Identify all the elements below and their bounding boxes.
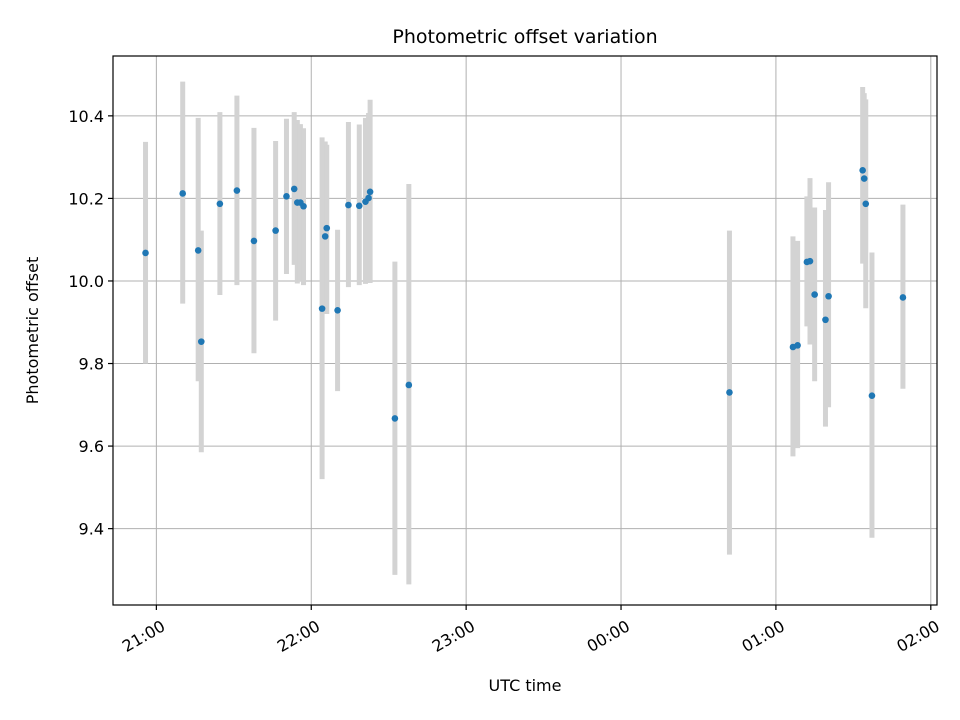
y-tick-label: 10.4 — [68, 107, 104, 126]
y-axis: 9.4 9.6 9.8 10.0 10.2 10.4 — [68, 107, 113, 539]
data-point — [197, 338, 205, 345]
data-point — [868, 392, 876, 400]
data-point — [806, 257, 814, 265]
data-point — [250, 237, 258, 245]
data-point — [272, 227, 279, 234]
data-point — [355, 202, 363, 210]
data-point — [323, 224, 331, 232]
y-tick-label: 9.4 — [79, 520, 104, 539]
data-point — [860, 175, 868, 182]
x-axis-label: UTC time — [489, 676, 562, 695]
y-axis-label: Photometric offset — [23, 257, 42, 405]
data-point — [283, 193, 290, 200]
data-point — [365, 194, 372, 202]
data-point — [811, 291, 818, 298]
data-point — [290, 185, 298, 193]
data-point — [318, 305, 326, 312]
data-point — [899, 294, 907, 301]
data-point — [822, 316, 829, 324]
data-point — [142, 249, 149, 257]
data-point — [794, 342, 801, 349]
data-point — [391, 415, 399, 422]
data-point — [366, 188, 374, 196]
data-points — [142, 167, 907, 422]
data-point — [405, 381, 413, 389]
data-point — [300, 202, 307, 210]
data-point — [334, 306, 341, 314]
plot-frame — [112, 55, 938, 606]
data-point — [825, 292, 832, 300]
data-point — [321, 233, 329, 240]
data-point — [862, 200, 870, 208]
data-point — [859, 167, 866, 174]
data-point — [194, 247, 202, 254]
y-tick-label: 9.6 — [79, 437, 104, 456]
data-point — [726, 389, 733, 396]
data-point — [216, 200, 224, 208]
chart-title: Photometric offset variation — [392, 26, 657, 48]
data-point — [345, 201, 352, 209]
y-tick-label: 9.8 — [79, 355, 104, 374]
y-tick-label: 10.0 — [68, 272, 104, 291]
y-tick-label: 10.2 — [68, 189, 104, 208]
data-point — [233, 187, 241, 194]
data-point — [179, 190, 186, 197]
